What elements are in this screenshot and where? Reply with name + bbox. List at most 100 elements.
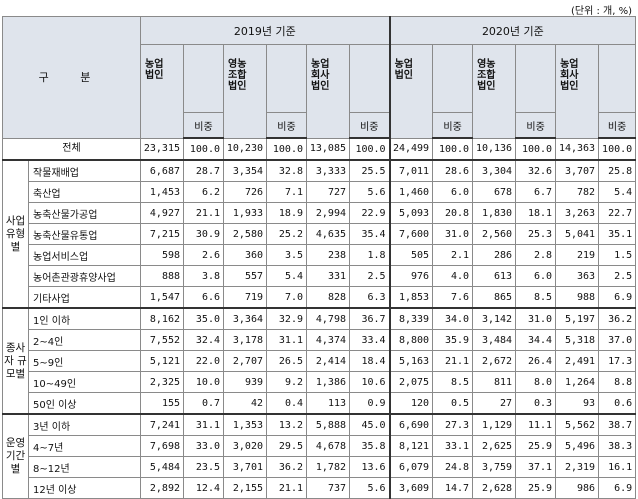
- count-cell: 7,011: [388, 159, 434, 182]
- entity-type-label: 농업 법인: [145, 59, 163, 81]
- share-cell: 18.1: [515, 202, 557, 224]
- share-header: 비중: [598, 112, 637, 139]
- entity-type-line: 조합: [228, 70, 247, 81]
- count-cell: 155: [140, 392, 184, 415]
- count-cell: 7,215: [140, 223, 184, 245]
- entity-type-line: 농업: [560, 59, 579, 70]
- share-header-spacer: [266, 44, 307, 113]
- category-header: 구 분: [2, 16, 141, 139]
- share-cell: 8.8: [598, 371, 637, 393]
- row-label: 12년 이상: [28, 477, 141, 499]
- count-cell: 5,163: [388, 350, 434, 372]
- share-cell: 5.4: [598, 181, 637, 203]
- count-cell: 811: [472, 371, 517, 393]
- share-header: 비중: [348, 112, 391, 139]
- count-cell: 8,800: [388, 329, 434, 351]
- share-cell: 21.1: [183, 202, 224, 224]
- share-cell: 5.4: [266, 265, 307, 287]
- count-cell: 2,892: [140, 477, 184, 499]
- share-cell: 13.2: [266, 413, 307, 436]
- count-cell: 27: [472, 392, 517, 415]
- count-cell: 113: [306, 392, 350, 415]
- share-cell: 28.7: [183, 159, 224, 182]
- row-label: 농어촌관광휴양사업: [28, 265, 141, 287]
- share-cell: 26.5: [266, 350, 307, 372]
- count-cell: 1,853: [388, 286, 434, 309]
- row-label: 4~7년: [28, 435, 141, 457]
- share-header-spacer: [432, 44, 474, 113]
- count-cell: 988: [555, 286, 600, 309]
- share-cell: 35.8: [348, 435, 391, 457]
- count-cell: 3,609: [388, 477, 434, 499]
- share-cell: 100.0: [515, 137, 557, 161]
- table-row: 농어촌관광휴양사업 888 3.8 557 5.4 331 2.5 976 4.0 613 6.0 3…: [3, 265, 637, 287]
- count-cell: 557: [223, 265, 267, 287]
- count-cell: 286: [472, 244, 517, 266]
- count-cell: 3,364: [223, 307, 267, 330]
- share-cell: 33.1: [432, 435, 474, 457]
- share-cell: 7.1: [266, 181, 307, 203]
- table-row: 기타사업 1,547 6.6 719 7.0 828 6.3 1,853 7.6 865 8.5 98…: [3, 286, 637, 309]
- count-cell: 2,075: [388, 371, 434, 393]
- year-header-2019: 2019년 기준: [139, 16, 391, 45]
- count-cell: 727: [306, 181, 350, 203]
- share-cell: 6.9: [598, 286, 637, 309]
- share-cell: 28.6: [432, 159, 474, 182]
- count-cell: 93: [555, 392, 600, 415]
- count-cell: 2,319: [555, 456, 600, 478]
- count-cell: 10,136: [472, 137, 517, 161]
- share-cell: 25.9: [515, 435, 557, 457]
- row-label: 축산업: [28, 181, 141, 203]
- share-cell: 12.4: [183, 477, 224, 499]
- count-cell: 1,460: [388, 181, 434, 203]
- count-cell: 5,888: [306, 413, 350, 436]
- group-label: 종사자 규모별: [2, 307, 29, 415]
- count-cell: 6,687: [140, 159, 184, 182]
- entity-type-line: 법인: [394, 70, 413, 81]
- entity-type-label: 농업 회사 법인: [560, 59, 578, 92]
- share-cell: 24.8: [432, 456, 474, 478]
- count-cell: 7,600: [388, 223, 434, 245]
- count-cell: 828: [306, 286, 350, 309]
- share-cell: 35.9: [432, 329, 474, 351]
- count-cell: 2,155: [223, 477, 267, 499]
- count-cell: 7,698: [140, 435, 184, 457]
- count-cell: 219: [555, 244, 600, 266]
- count-cell: 865: [472, 286, 517, 309]
- count-cell: 23,315: [140, 137, 184, 161]
- share-cell: 2.5: [598, 265, 637, 287]
- entity-type-line: 법인: [560, 81, 579, 92]
- count-cell: 14,363: [555, 137, 600, 161]
- share-cell: 18.9: [266, 202, 307, 224]
- count-cell: 2,625: [472, 435, 517, 457]
- entity-type-header: 농업 법인: [140, 44, 184, 139]
- count-cell: 3,304: [472, 159, 517, 182]
- row-label: 8~12년: [28, 456, 141, 478]
- entity-type-header: 농업 회사 법인: [555, 44, 600, 139]
- count-cell: 8,121: [388, 435, 434, 457]
- row-label: 10~49인: [28, 371, 141, 393]
- share-cell: 6.6: [183, 286, 224, 309]
- count-cell: 13,085: [306, 137, 350, 161]
- count-cell: 4,678: [306, 435, 350, 457]
- table-row: 종사자 규모별 1인 이하 8,162 35.0 3,364 32.9 4,798 36.7 8…: [2, 307, 637, 415]
- count-cell: 505: [388, 244, 434, 266]
- share-cell: 31.0: [432, 223, 474, 245]
- share-cell: 6.9: [598, 477, 637, 499]
- entity-type-label: 농업 법인: [395, 59, 413, 81]
- share-cell: 0.3: [515, 392, 557, 415]
- share-header: 비중: [515, 112, 557, 139]
- share-cell: 36.2: [266, 456, 307, 478]
- count-cell: 363: [555, 265, 600, 287]
- table-row: 농축산물가공업 4,927 21.1 1,933 18.9 2,994 22.9 5,093 2…: [3, 202, 637, 224]
- statistics-table: 구 분 2019년 기준 2020년 기준 농업 법인 영농 조합 법인 농업 회사 법인 농업…: [2, 16, 637, 499]
- count-cell: 3,759: [472, 456, 517, 478]
- share-cell: 6.0: [515, 265, 557, 287]
- count-cell: 888: [140, 265, 184, 287]
- table-row: 10~49인 2,325 10.0 939 9.2 1,386 10.6 2,075 8.5 81…: [3, 371, 637, 393]
- row-label: 3년 이하: [28, 413, 141, 436]
- row-label: 농축산물가공업: [28, 202, 141, 224]
- count-cell: 1,129: [472, 413, 517, 436]
- count-cell: 3,701: [223, 456, 267, 478]
- share-cell: 8.5: [515, 286, 557, 309]
